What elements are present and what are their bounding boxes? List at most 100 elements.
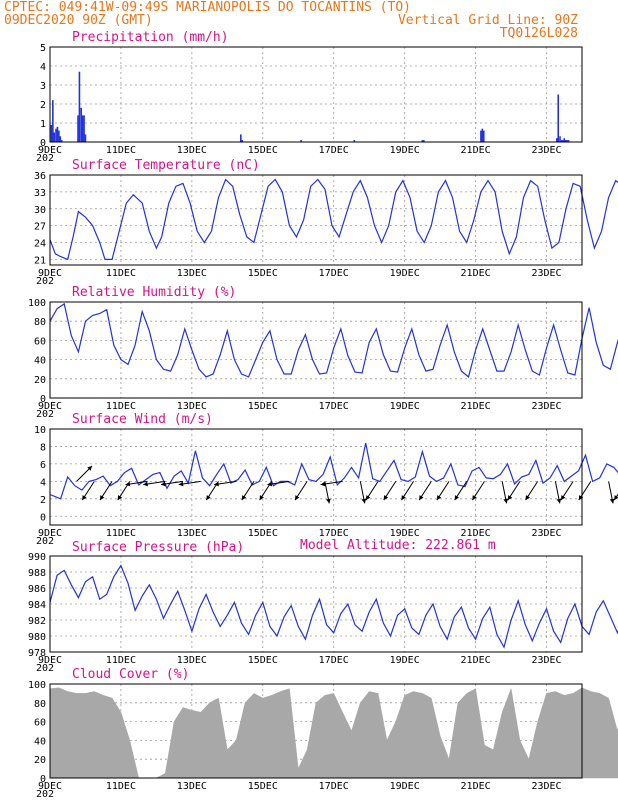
pressure-xtick-label: 15DEC — [248, 655, 278, 666]
wind-vector-head — [161, 481, 166, 487]
humidity-panel: 0 20 40 60 80 100 9DEC 11DEC 13DEC 15DEC 17DEC 19DE… — [28, 285, 618, 420]
humidity-ytick-label: 0 — [40, 394, 46, 405]
cloud-cover-ytick-label: 20 — [34, 755, 46, 766]
temperature-xtick-label: 11DEC — [106, 268, 136, 279]
pressure-title: Surface Pressure (hPa) — [72, 540, 244, 555]
temperature-xtick-label: 21DEC — [461, 268, 491, 279]
wind-vector-head — [401, 495, 406, 501]
precipitation-year-label: 202 — [36, 153, 54, 164]
wind-vector-head — [503, 498, 509, 504]
cloud-cover-panel: 0 20 40 60 80 100 9DEC 11DEC 13DEC 15DEC 17DEC 19DE… — [28, 667, 618, 800]
humidity-xtick-label: 9DEC — [38, 401, 62, 412]
precip-bar — [78, 71, 81, 142]
humidity-xtick-label: 13DEC — [177, 401, 207, 412]
humidity-xtick-label: 19DEC — [390, 401, 420, 412]
precip-bar — [567, 140, 570, 142]
pressure-xtick-label: 23DEC — [531, 655, 561, 666]
precip-bar — [58, 130, 60, 142]
wind-vector-head — [383, 495, 389, 501]
wind-vector-head — [87, 465, 92, 471]
wind-vector-head — [472, 495, 477, 501]
wind-vector-head — [320, 481, 326, 487]
cloud-cover-year-label: 202 — [36, 789, 54, 800]
precip-bar — [83, 115, 85, 142]
precip-bar — [482, 130, 485, 142]
cloud-cover-xtick-label: 11DEC — [106, 781, 136, 792]
wind-vector-head — [295, 495, 300, 501]
precip-bar — [240, 134, 242, 142]
humidity-ytick-label: 40 — [34, 356, 46, 367]
humidity-ytick-label: 100 — [28, 298, 46, 309]
wind-xtick-label: 23DEC — [531, 528, 561, 539]
wind-xtick-label: 15DEC — [248, 528, 278, 539]
precip-bar — [60, 140, 63, 142]
wind-ytick-label: 10 — [34, 425, 46, 436]
precip-bar — [560, 140, 563, 142]
cloud-cover-xtick-label: 13DEC — [177, 781, 207, 792]
wind-vector-head — [561, 495, 566, 501]
humidity-line — [49, 302, 618, 378]
precip-bar — [52, 100, 54, 142]
pressure-xtick-label: 11DEC — [106, 655, 136, 666]
precipitation-ytick-label: 0 — [40, 138, 46, 149]
wind-vector-head — [82, 495, 87, 501]
cloud-cover-xtick-label: 23DEC — [531, 781, 561, 792]
wind-vector-head — [578, 495, 584, 501]
humidity-ytick-label: 80 — [34, 317, 46, 328]
wind-vector-head — [419, 495, 424, 501]
station-header: CPTEC: 049:41W-09:49S MARIANOPOLIS DO TO… — [4, 0, 411, 15]
cloud-cover-xtick-label: 15DEC — [248, 781, 278, 792]
precip-bar — [423, 140, 425, 142]
humidity-title: Relative Humidity (%) — [72, 285, 236, 300]
humidity-xtick-label: 23DEC — [531, 401, 561, 412]
temperature-xtick-label: 23DEC — [531, 268, 561, 279]
cloud-cover-xtick-label: 19DEC — [390, 781, 420, 792]
precip-bar — [300, 140, 302, 142]
cloud-cover-ytick-label: 40 — [34, 736, 46, 747]
wind-vector-head — [206, 495, 211, 501]
precipitation-xtick-label: 19DEC — [390, 145, 420, 156]
precip-bar — [559, 136, 561, 142]
precip-bar — [353, 140, 356, 142]
wind-ytick-label: 0 — [40, 512, 46, 523]
pressure-ytick-label: 980 — [28, 632, 46, 643]
precipitation-xtick-label: 15DEC — [248, 145, 278, 156]
humidity-xtick-label: 21DEC — [461, 401, 491, 412]
precip-bar — [564, 140, 567, 142]
wind-year-label: 202 — [36, 536, 54, 547]
temperature-line — [49, 178, 618, 261]
wind-title: Surface Wind (m/s) — [72, 412, 213, 427]
cloud-cover-xtick-label: 17DEC — [319, 781, 349, 792]
wind-frame — [49, 428, 583, 526]
wind-vector-head — [361, 498, 367, 504]
humidity-frame — [49, 301, 583, 399]
pressure-xtick-label: 13DEC — [177, 655, 207, 666]
pressure-ytick-label: 988 — [28, 568, 46, 579]
wind-vector-head — [436, 495, 442, 501]
cloud-cover-xtick-label: 9DEC — [38, 781, 62, 792]
humidity-xtick-label: 17DEC — [319, 401, 349, 412]
pressure-panel: 978 980 982 984 986 988 990 9DEC 11DEC 13DEC 15DEC… — [28, 540, 618, 674]
pressure-ytick-label: 990 — [28, 552, 46, 563]
precip-bar — [421, 140, 424, 142]
temperature-xtick-label: 13DEC — [177, 268, 207, 279]
humidity-year-label: 202 — [36, 409, 54, 420]
wind-vector-head — [365, 495, 371, 501]
precip-bar — [556, 138, 558, 142]
wind-xtick-label: 9DEC — [38, 528, 62, 539]
precip-bar — [481, 128, 484, 142]
model-code: TQ0126L028 — [500, 26, 578, 41]
grid-note: Vertical Grid Line: 90Z — [398, 13, 578, 28]
pressure-ytick-label: 978 — [28, 648, 46, 659]
precip-bar — [566, 140, 568, 142]
precipitation-xtick-label: 23DEC — [531, 145, 561, 156]
pressure-ytick-label: 986 — [28, 584, 46, 595]
precipitation-ytick-label: 2 — [40, 100, 46, 111]
precip-bar — [80, 107, 83, 142]
wind-xtick-label: 17DEC — [319, 528, 349, 539]
wind-vector-head — [214, 481, 219, 487]
precip-bar — [56, 126, 59, 142]
temperature-frame — [49, 174, 583, 266]
cloud-cover-area — [49, 687, 618, 779]
